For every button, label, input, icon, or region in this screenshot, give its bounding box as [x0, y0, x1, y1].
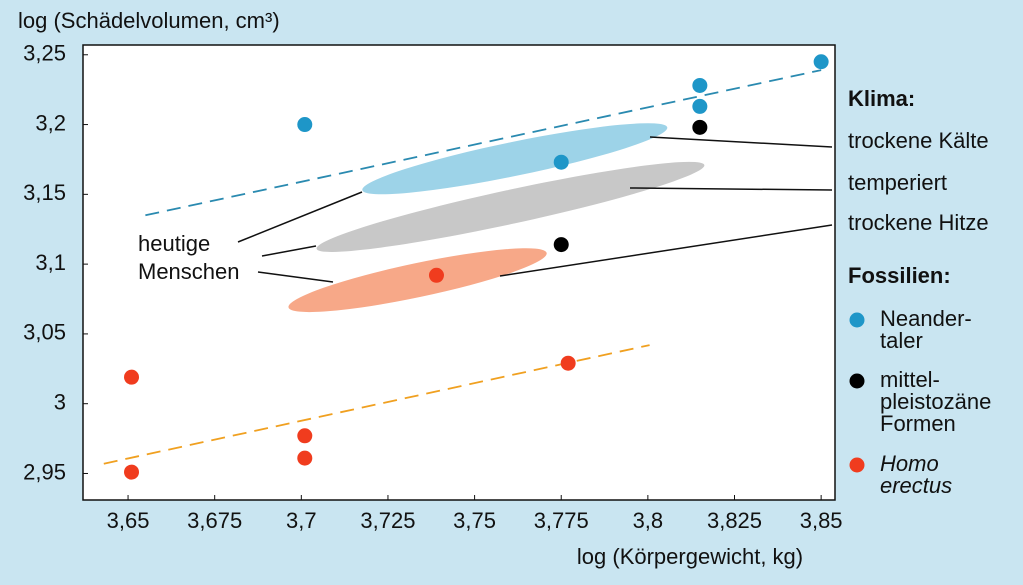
leader-line — [257, 271, 334, 283]
data-point — [692, 77, 708, 93]
x-tick-label: 3,65 — [107, 508, 150, 533]
leader-line — [649, 136, 833, 148]
leader-line — [261, 245, 317, 257]
data-point — [692, 98, 708, 114]
trendline — [145, 69, 822, 217]
y-tick-label: 3,1 — [35, 250, 66, 275]
data-point — [560, 355, 576, 371]
trendline — [103, 344, 650, 465]
legend-marker — [849, 373, 865, 389]
legend-label: Homo — [880, 451, 939, 476]
climate-region — [316, 161, 705, 252]
region-label: temperiert — [848, 170, 947, 195]
data-point — [553, 237, 569, 253]
region-label: trockene Kälte — [848, 128, 989, 153]
data-point — [124, 464, 140, 480]
x-tick-label: 3,7 — [286, 508, 317, 533]
data-point — [553, 154, 569, 170]
data-point — [428, 267, 444, 283]
x-tick-label: 3,75 — [453, 508, 496, 533]
y-tick-label: 3,25 — [23, 41, 66, 66]
legend-label: mittel- — [880, 367, 940, 392]
legend-label: Neander- — [880, 306, 972, 331]
x-tick-label: 3,675 — [187, 508, 242, 533]
annotation: heutige — [138, 231, 210, 256]
leader-line — [499, 224, 833, 277]
legend-label: pleistozäne — [880, 389, 991, 414]
legend-label: Formen — [880, 411, 956, 436]
leader-lines — [237, 136, 833, 283]
y-tick-label: 3,15 — [23, 180, 66, 205]
leader-line — [629, 187, 833, 191]
annotation: Menschen — [138, 259, 240, 284]
y-tick-label: 2,95 — [23, 459, 66, 484]
data-point — [692, 119, 708, 135]
data-point — [297, 450, 313, 466]
climate-region — [288, 248, 547, 313]
regions-title: Klima: — [848, 86, 915, 111]
x-axis-label: log (Körpergewicht, kg) — [577, 544, 803, 569]
x-tick-label: 3,85 — [800, 508, 843, 533]
region-label: trockene Hitze — [848, 210, 989, 235]
chart-title: log (Schädelvolumen, cm³) — [18, 8, 280, 33]
x-tick-label: 3,825 — [707, 508, 762, 533]
legend-marker — [849, 457, 865, 473]
x-tick-label: 3,8 — [633, 508, 664, 533]
legend-label: taler — [880, 328, 923, 353]
data-point — [124, 369, 140, 385]
x-tick-label: 3,775 — [534, 508, 589, 533]
y-tick-label: 3,05 — [23, 320, 66, 345]
data-point — [813, 54, 829, 70]
y-tick-label: 3 — [54, 390, 66, 415]
y-tick-label: 3,2 — [35, 110, 66, 135]
legend-title: Fossilien: — [848, 263, 951, 288]
x-tick-label: 3,725 — [360, 508, 415, 533]
data-point — [297, 117, 313, 133]
leader-line — [237, 191, 363, 243]
legend-label: erectus — [880, 473, 952, 498]
legend-marker — [849, 312, 865, 328]
data-point — [297, 428, 313, 444]
climate-region — [362, 123, 668, 195]
